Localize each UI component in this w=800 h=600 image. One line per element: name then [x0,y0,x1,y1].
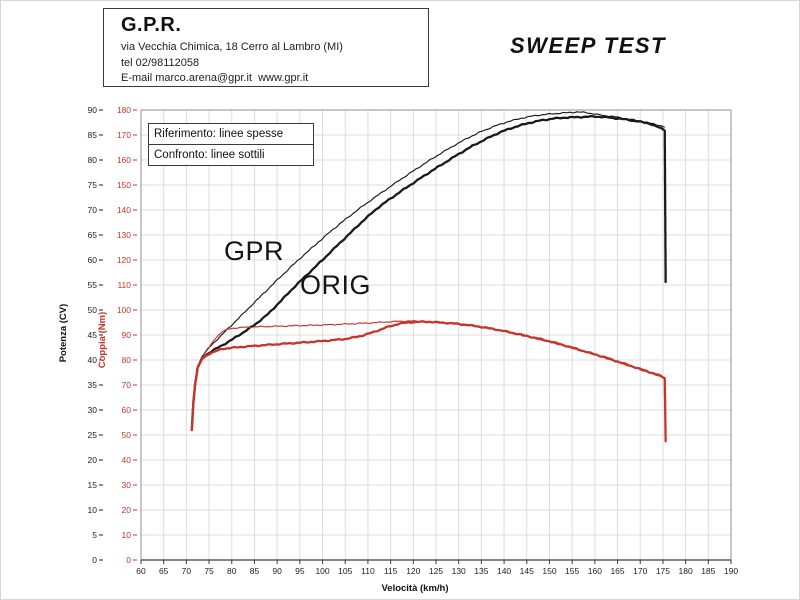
x-tick-label: 90 [272,566,282,576]
x-tick-label: 170 [633,566,647,576]
legend-comparison-row: Confronto: linee sottili [149,144,313,165]
power-tick-label: 30 [88,405,98,415]
power-tick-label: 60 [88,255,98,265]
torque-axis-title: Coppia (Nm) [97,312,108,368]
chart-legend: Riferimento: linee spesse Confronto: lin… [148,123,314,166]
company-email: E-mail marco.arena@gpr.it www.gpr.it [121,72,309,84]
x-tick-label: 155 [565,566,579,576]
torque-tick-label: 100 [117,305,131,315]
torque-tick-label: 140 [117,205,131,215]
power-tick-label: 90 [88,105,98,115]
curve-label-gpr: GPR [224,236,285,266]
torque-tick-label: 180 [117,105,131,115]
x-tick-label: 115 [384,566,398,576]
power-tick-label: 20 [88,455,98,465]
x-tick-label: 65 [159,566,169,576]
torque-tick-label: 40 [122,455,132,465]
page-title: SWEEP TEST [510,33,666,58]
x-tick-label: 130 [452,566,466,576]
torque-tick-label: 120 [117,255,131,265]
torque-tick-label: 30 [122,480,132,490]
power-tick-label: 70 [88,205,98,215]
power-tick-label: 45 [88,330,98,340]
power-tick-label: 5 [92,530,97,540]
x-tick-label: 110 [361,566,375,576]
legend-reference-row: Riferimento: linee spesse [154,128,284,140]
company-address: via Vecchia Chimica, 18 Cerro al Lambro … [121,41,343,53]
torque-tick-label: 150 [117,180,131,190]
power-axis-title: Potenza (CV) [58,304,69,363]
torque-tick-label: 70 [122,380,132,390]
x-tick-label: 150 [542,566,556,576]
power-tick-label: 75 [88,180,98,190]
torque-tick-label: 110 [117,280,131,290]
company-info-box: G.P.R. via Vecchia Chimica, 18 Cerro al … [103,8,429,87]
x-tick-label: 160 [588,566,602,576]
x-tick-label: 60 [136,566,146,576]
x-tick-label: 80 [227,566,237,576]
torque-tick-label: 80 [122,355,132,365]
x-tick-label: 125 [429,566,443,576]
curve-label-orig: ORIG [300,270,372,300]
x-tick-label: 95 [295,566,305,576]
power-tick-label: 65 [88,230,98,240]
power-tick-label: 50 [88,305,98,315]
torque-tick-label: 10 [122,530,132,540]
torque-tick-label: 90 [122,330,132,340]
series-3-curve [191,320,665,431]
torque-tick-label: 130 [117,230,131,240]
power-tick-label: 85 [88,130,98,140]
torque-tick-label: 50 [122,430,132,440]
power-tick-label: 35 [88,380,98,390]
torque-tick-label: 0 [126,555,131,565]
power-tick-label: 10 [88,505,98,515]
torque-tick-label: 60 [122,405,132,415]
x-axis-title: Velocità (km/h) [381,583,448,594]
x-tick-label: 100 [315,566,329,576]
power-tick-label: 15 [88,480,98,490]
torque-tick-label: 160 [117,155,131,165]
x-tick-label: 185 [701,566,715,576]
power-tick-label: 55 [88,280,98,290]
x-tick-label: 175 [656,566,670,576]
power-tick-label: 80 [88,155,98,165]
company-name: G.P.R. [121,14,182,36]
x-tick-label: 75 [204,566,214,576]
torque-tick-label: 20 [122,505,132,515]
x-tick-label: 165 [610,566,624,576]
x-tick-label: 140 [497,566,511,576]
series-1-curve [191,111,665,431]
power-tick-label: 40 [88,355,98,365]
x-tick-label: 135 [474,566,488,576]
company-phone: tel 02/98112058 [121,56,200,69]
x-tick-label: 70 [182,566,192,576]
x-tick-label: 105 [338,566,352,576]
torque-tick-label: 170 [117,130,131,140]
x-tick-label: 85 [250,566,260,576]
x-tick-label: 120 [406,566,420,576]
power-tick-label: 25 [88,430,98,440]
x-tick-label: 190 [724,566,738,576]
power-tick-label: 0 [92,555,97,565]
x-tick-label: 145 [520,566,534,576]
x-tick-label: 180 [679,566,693,576]
